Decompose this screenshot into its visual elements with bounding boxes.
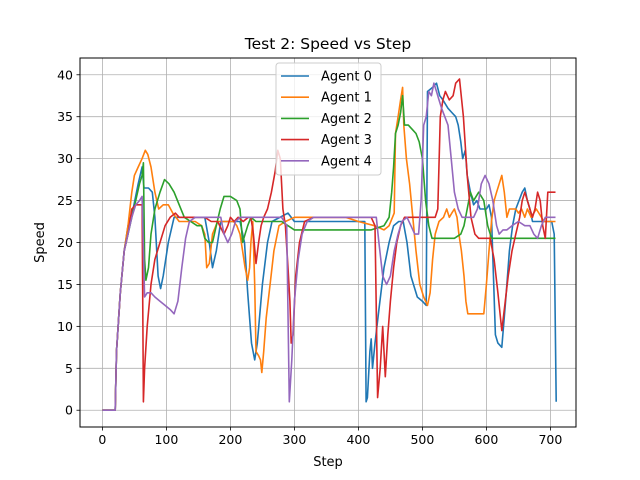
legend-entry: Agent 3 <box>321 133 372 148</box>
x-tick-label: 600 <box>474 432 498 447</box>
legend-entry: Agent 2 <box>321 112 372 127</box>
legend-box <box>275 62 382 176</box>
x-tick-label: 500 <box>410 432 434 447</box>
chart-title: Test 2: Speed vs Step <box>244 35 411 53</box>
y-tick-label: 35 <box>57 109 73 124</box>
x-tick-label: 0 <box>98 432 106 447</box>
series-line-agent-4 <box>102 82 556 411</box>
y-tick-label: 15 <box>57 277 73 292</box>
series-layer <box>102 78 557 411</box>
x-tick-label: 200 <box>218 432 242 447</box>
legend-entry: Agent 4 <box>321 154 372 169</box>
y-tick-label: 5 <box>65 361 73 376</box>
series-line-agent-2 <box>102 94 556 411</box>
legend-entry: Agent 1 <box>321 91 372 106</box>
y-tick-label: 20 <box>57 235 73 250</box>
legend: Agent 0 Agent 1 Agent 2 Agent 3 Agent 4 <box>275 62 382 176</box>
x-tick-label: 700 <box>538 432 562 447</box>
y-tick-label: 25 <box>57 193 73 208</box>
y-tick-label: 10 <box>57 319 73 334</box>
y-tick-label: 0 <box>65 403 73 418</box>
y-tick-label: 40 <box>57 67 73 82</box>
x-tick-label: 100 <box>154 432 178 447</box>
tick-layer: 0 100 200 300 400 500 600 700 0 5 10 15 20 25 30 35 40 <box>57 67 562 447</box>
y-tick-label: 30 <box>57 151 73 166</box>
y-axis-label: Speed <box>33 222 48 263</box>
series-line-agent-0 <box>102 82 557 411</box>
legend-entry: Agent 0 <box>321 70 372 85</box>
x-tick-label: 300 <box>282 432 306 447</box>
x-axis-label: Step <box>313 455 343 470</box>
x-tick-label: 400 <box>346 432 370 447</box>
